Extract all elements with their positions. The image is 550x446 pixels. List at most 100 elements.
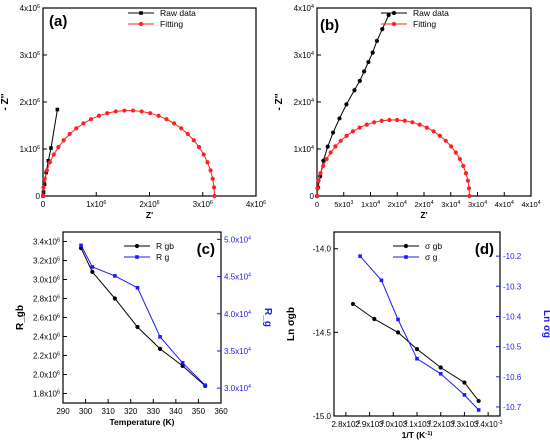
x-tick-label: 3x104 [468,200,487,209]
panel-tag: (a) [49,13,67,30]
series-r-gb [78,246,208,388]
data-point [410,120,415,125]
y-tick-label: 2.6x106 [33,314,60,323]
y-right-tick-label: -10.6 [503,373,522,382]
y-tick-label: 4x104 [294,4,314,13]
x-tick-label: 2x106 [139,200,159,209]
legend: R gbR g [124,241,174,262]
data-point [457,156,462,162]
y-tick-label: 2.8x106 [33,295,60,304]
data-point [211,185,217,190]
x-tick-label: 3.1x10-3 [403,420,432,429]
series-line [80,247,206,387]
panel-c: 290 300 310 320 330 340 350 360 1.8x106 2.0x106 2.… [15,231,273,427]
data-point [113,109,118,114]
data-point [156,113,161,118]
y-tick-label: 3.4x106 [33,238,60,247]
y-axis-label: - Z'' [274,94,285,111]
legend-label: Raw data [413,8,449,18]
data-point [379,278,384,283]
y-tick-label: -15.0 [313,412,332,421]
x-tick-label: 310 [101,407,115,416]
x-tick-label: 360 [214,407,228,416]
data-point [394,117,400,123]
y-tick-label: 0 [36,192,41,201]
data-point [81,121,86,126]
panel-b: 0 5x103 1x104 2x104 2x104 3x104 3x104 4x104 4x10… [274,4,541,220]
data-point [414,346,420,352]
y-right-tick-label: 5.0x104 [224,235,251,244]
data-point [431,129,436,134]
x-tick-label: 320 [124,407,138,416]
series-line [352,303,480,402]
x-tick-label: 3.4x10-3 [474,420,503,429]
series-fitting [40,108,217,199]
data-point [476,398,481,404]
data-point [49,146,53,150]
data-point [338,138,343,143]
y-right-tick-label: -10.2 [503,252,522,261]
data-point [361,69,367,74]
plot-frame [333,231,501,417]
x-tick-label: 350 [192,407,206,416]
data-point [42,182,47,187]
data-point [196,145,202,150]
data-point [358,254,362,258]
data-point [40,193,46,199]
data-point [44,168,50,173]
data-point [328,150,333,155]
x-tick-label: 4x104 [521,200,540,209]
y-right-tick-label: -10.5 [503,343,522,352]
data-point [74,126,79,131]
data-point [466,186,472,191]
legend-marker [135,255,139,259]
data-point [357,78,362,83]
data-point [90,269,95,274]
y-axis-label: R_gb [15,305,26,330]
data-point [463,171,469,176]
data-point [203,383,207,387]
legend-label: Raw data [160,8,196,18]
data-point [46,158,51,163]
data-point [51,152,56,157]
y-tick-label: 2.4x106 [33,333,60,342]
data-point [352,88,357,93]
y-tick-label: 2x106 [20,98,40,107]
data-point [438,371,443,376]
panel-a: 0 1x106 2x106 3x106 4x106 0 1x106 2x106 3x106 4x1… [0,4,266,220]
x-axis-label: Z' [420,210,427,220]
data-point [157,346,163,351]
data-point [350,301,356,307]
legend-marker [391,10,397,16]
x-tick-label: 2.8x10-3 [331,420,360,429]
series-fitting [314,117,472,199]
data-point [437,133,443,138]
data-point [315,186,320,191]
data-point [105,111,110,116]
x-tick-label: 0 [315,200,319,209]
x-tick-label: 4x106 [246,200,266,209]
data-point [395,330,401,335]
data-point [424,125,429,130]
legend-marker [134,243,140,249]
x-axis-label: Z' [146,210,153,220]
data-point [415,356,419,361]
data-point [357,125,362,130]
data-point [461,163,466,169]
plot-frame [42,7,257,197]
data-point [47,160,53,165]
data-point [379,118,384,123]
data-point [135,285,140,290]
data-point [158,335,162,339]
data-point [56,145,61,150]
y-axis-label: - Z'' [0,94,11,111]
y-tick-label: 1.8x106 [33,390,60,399]
data-point [438,365,443,370]
x-tick-label: 4x104 [495,200,514,209]
series-r-g [79,243,207,387]
x-tick-label: 1x106 [86,200,106,209]
data-point [164,117,169,122]
